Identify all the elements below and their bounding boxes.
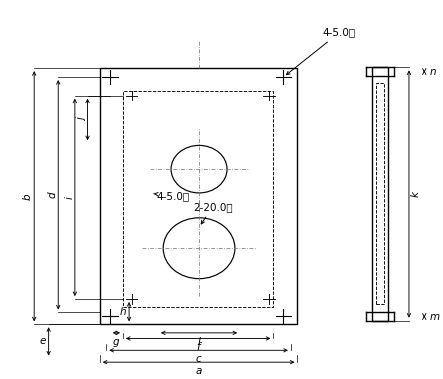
- Text: 4-5.0穴: 4-5.0穴: [287, 28, 356, 75]
- Text: b: b: [23, 193, 33, 200]
- Text: l: l: [198, 337, 201, 346]
- Text: d: d: [47, 191, 58, 198]
- Text: g: g: [113, 337, 120, 346]
- Bar: [123, 91, 273, 307]
- Bar: [100, 68, 297, 324]
- Text: k: k: [411, 191, 420, 197]
- Text: m: m: [430, 312, 439, 321]
- Text: f: f: [196, 342, 200, 352]
- Bar: [376, 83, 384, 304]
- Text: a: a: [195, 366, 202, 376]
- Text: n: n: [430, 67, 436, 77]
- Bar: [372, 67, 388, 321]
- Text: 2-20.0穴: 2-20.0穴: [193, 202, 233, 224]
- Text: c: c: [196, 354, 202, 364]
- Text: j: j: [77, 118, 87, 121]
- Text: h: h: [120, 307, 127, 317]
- Text: 4-5.0穴: 4-5.0穴: [154, 191, 190, 201]
- Text: e: e: [40, 337, 46, 346]
- Text: i: i: [65, 196, 74, 199]
